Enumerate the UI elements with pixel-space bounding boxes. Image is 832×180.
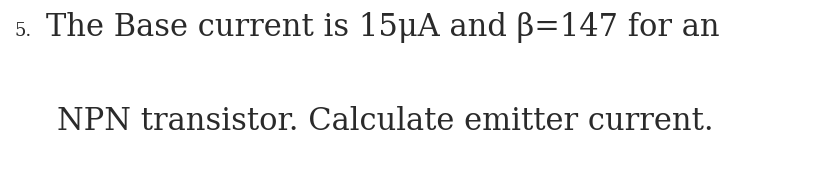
Text: 5.: 5. bbox=[15, 22, 32, 40]
Text: The Base current is 15μA and β=147 for an: The Base current is 15μA and β=147 for a… bbox=[46, 12, 720, 43]
Text: NPN transistor. Calculate emitter current.: NPN transistor. Calculate emitter curren… bbox=[57, 106, 713, 137]
